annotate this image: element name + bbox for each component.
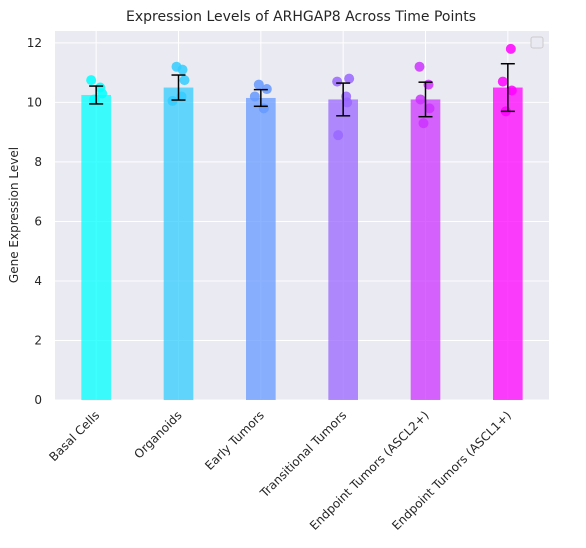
- chart-title: Expression Levels of ARHGAP8 Across Time…: [126, 9, 476, 25]
- error-bar: [500, 62, 515, 113]
- y-tick-label: 4: [34, 274, 42, 288]
- error-bar: [171, 74, 186, 101]
- y-tick-label: 2: [34, 333, 42, 347]
- y-tick-label: 0: [34, 393, 42, 407]
- error-bar: [418, 81, 433, 118]
- data-point: [171, 61, 182, 72]
- x-tick-labels: Basal Cells Organoids Early TumorsTransiti…: [46, 408, 514, 533]
- data-point: [332, 76, 343, 87]
- error-bars: [89, 62, 515, 118]
- bars: [81, 87, 523, 401]
- bar: [493, 87, 523, 401]
- bar: [163, 87, 194, 401]
- data-point: [414, 61, 425, 72]
- data-point: [424, 103, 435, 114]
- x-tick-label: Organoids: [131, 408, 184, 461]
- data-point: [415, 94, 426, 105]
- data-point: [167, 95, 178, 106]
- bar: [328, 99, 358, 401]
- data-point: [97, 88, 108, 99]
- x-tick-label: Early Tumors: [202, 408, 267, 473]
- x-tick-label: Transitional Tumors: [257, 408, 350, 501]
- plot-background: [55, 31, 549, 400]
- bar: [81, 94, 111, 401]
- data-point: [253, 79, 264, 90]
- error-bar: [89, 85, 104, 105]
- data-point: [249, 91, 260, 102]
- error-bar: [253, 88, 268, 108]
- data-point: [333, 130, 344, 141]
- data-point: [89, 94, 100, 105]
- data-point: [418, 118, 429, 129]
- data-point: [179, 75, 190, 86]
- bar: [410, 99, 441, 401]
- y-tick-label: 8: [34, 155, 42, 169]
- x-tick-label: Basal Cells: [46, 408, 102, 464]
- data-point: [497, 76, 508, 87]
- legend-box: [530, 36, 544, 49]
- data-point: [505, 43, 516, 54]
- data-point: [86, 75, 97, 86]
- bar: [246, 97, 276, 401]
- data-point: [342, 97, 353, 108]
- y-tick-label: 12: [27, 36, 42, 50]
- data-point: [344, 73, 355, 84]
- data-point: [506, 85, 517, 96]
- y-axis-label: Gene Expression Level: [7, 147, 21, 283]
- error-bar: [336, 82, 351, 117]
- y-tick-label: 10: [27, 95, 42, 109]
- y-tick-labels: 0 2 4 6 8 10 12: [27, 36, 42, 407]
- y-tick-label: 6: [34, 214, 42, 228]
